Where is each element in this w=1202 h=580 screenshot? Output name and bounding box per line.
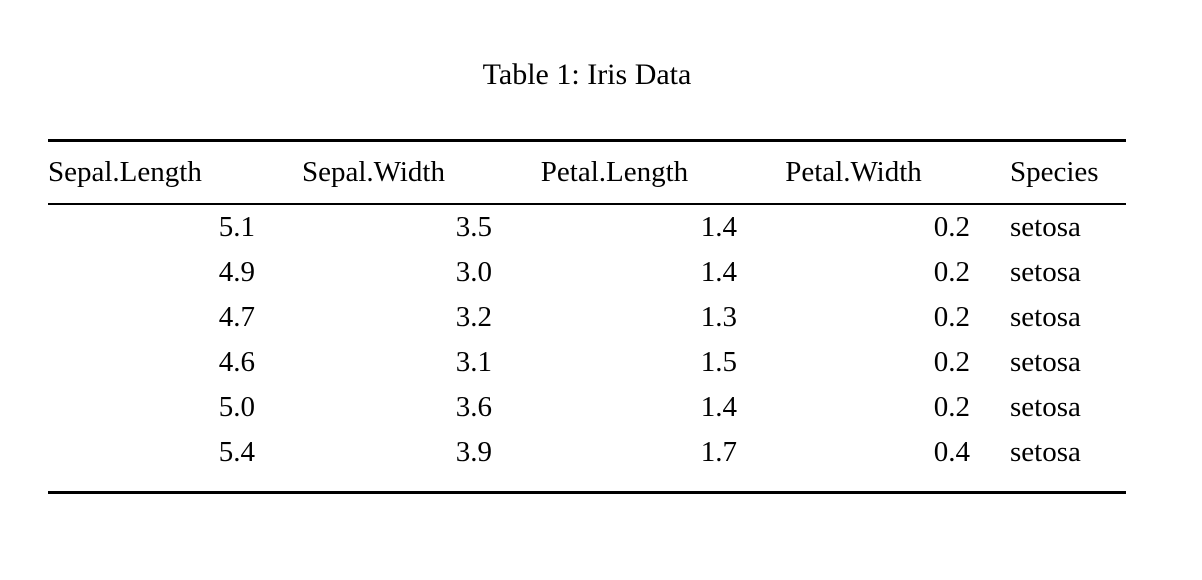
cell-species: setosa — [1010, 391, 1081, 423]
cell-species: setosa — [1010, 211, 1081, 243]
table-row: 4.7 3.2 1.3 0.2 setosa — [48, 295, 1126, 340]
table-header: Sepal.Length Sepal.Width Petal.Length Pe… — [48, 140, 1126, 205]
cell-sepal-length: 4.9 — [218, 256, 255, 288]
table-row: 4.6 3.1 1.5 0.2 setosa — [48, 340, 1126, 385]
cell-sepal-width: 3.1 — [455, 346, 492, 378]
cell-sepal-length: 5.1 — [218, 211, 255, 243]
cell-sepal-length: 5.0 — [218, 391, 255, 423]
cell-petal-length: 1.4 — [700, 391, 737, 423]
table-row: 5.1 3.5 1.4 0.2 setosa — [48, 204, 1126, 250]
header-row: Sepal.Length Sepal.Width Petal.Length Pe… — [48, 140, 1126, 205]
cell-petal-width: 0.4 — [933, 436, 970, 468]
cell-petal-width: 0.2 — [933, 391, 970, 423]
column-header-sepal-length: Sepal.Length — [48, 140, 255, 205]
cell-species: setosa — [1010, 436, 1081, 468]
cell-petal-length: 1.4 — [700, 256, 737, 288]
table-row: 5.4 3.9 1.7 0.4 setosa — [48, 430, 1126, 491]
iris-table-container: Sepal.Length Sepal.Width Petal.Length Pe… — [48, 139, 1126, 494]
column-header-sepal-width: Sepal.Width — [255, 140, 492, 205]
cell-species: setosa — [1010, 256, 1081, 288]
column-header-petal-length: Petal.Length — [492, 140, 737, 205]
cell-petal-width: 0.2 — [933, 346, 970, 378]
column-header-petal-width: Petal.Width — [737, 140, 970, 205]
cell-species: setosa — [1010, 301, 1081, 333]
cell-species: setosa — [1010, 346, 1081, 378]
table-body: 5.1 3.5 1.4 0.2 setosa 4.9 3.0 1.4 0.2 s… — [48, 204, 1126, 491]
cell-petal-width: 0.2 — [933, 256, 970, 288]
cell-petal-length: 1.3 — [700, 301, 737, 333]
cell-sepal-width: 3.2 — [455, 301, 492, 333]
table-row: 5.0 3.6 1.4 0.2 setosa — [48, 385, 1126, 430]
cell-sepal-width: 3.9 — [455, 436, 492, 468]
cell-sepal-width: 3.5 — [455, 211, 492, 243]
cell-petal-length: 1.4 — [700, 211, 737, 243]
table-caption: Table 1: Iris Data — [482, 58, 692, 91]
cell-sepal-length: 4.7 — [218, 301, 255, 333]
column-header-species: Species — [970, 140, 1126, 205]
cell-sepal-width: 3.6 — [455, 391, 492, 423]
iris-data-table: Sepal.Length Sepal.Width Petal.Length Pe… — [48, 139, 1126, 491]
cell-petal-length: 1.7 — [700, 436, 737, 468]
cell-sepal-width: 3.0 — [455, 256, 492, 288]
cell-petal-width: 0.2 — [933, 301, 970, 333]
cell-sepal-length: 5.4 — [218, 436, 255, 468]
cell-sepal-length: 4.6 — [218, 346, 255, 378]
table-row: 4.9 3.0 1.4 0.2 setosa — [48, 250, 1126, 295]
cell-petal-length: 1.5 — [700, 346, 737, 378]
cell-petal-width: 0.2 — [933, 211, 970, 243]
